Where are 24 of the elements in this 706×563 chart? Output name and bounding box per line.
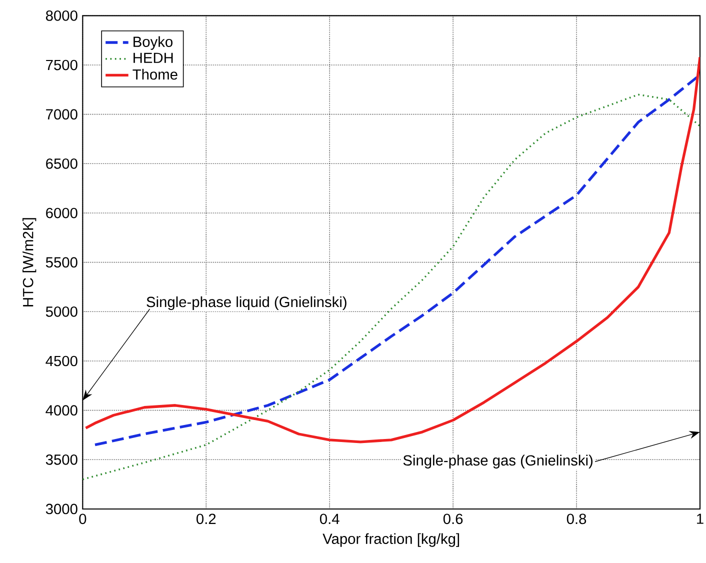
- x-tick-label: 0.6: [443, 514, 463, 524]
- y-tick-label: 4500: [46, 356, 78, 366]
- y-tick-label: 3500: [46, 454, 78, 465]
- legend-label: Thome: [132, 68, 178, 80]
- x-tick-label: 0.8: [566, 514, 586, 524]
- y-tick-label: 5000: [46, 306, 78, 317]
- y-tick-label: 8000: [46, 10, 78, 21]
- y-axis-title: HTC [W/m2K]: [22, 218, 36, 306]
- y-tick-label: 7500: [46, 60, 78, 70]
- annotation: Single-phase liquid (Gnielinski): [146, 296, 346, 310]
- x-tick-label: 0: [79, 514, 86, 524]
- x-tick-label: 1: [697, 514, 704, 524]
- x-tick-label: 0.2: [196, 514, 216, 524]
- y-tick-label: 4000: [46, 405, 78, 416]
- legend-label: HEDH: [134, 52, 173, 63]
- x-axis-title: Vapor fraction [kg/kg]: [322, 533, 460, 547]
- annotation: Single-phase gas (Gnielinski): [403, 454, 592, 468]
- y-tick-label: 5500: [46, 257, 78, 268]
- y-tick-label: 6000: [46, 208, 78, 218]
- y-tick-label: 7000: [46, 109, 78, 120]
- y-tick-label: 6500: [46, 158, 78, 169]
- y-tick-label: 3000: [46, 504, 78, 514]
- x-tick-label: 0.4: [320, 514, 340, 524]
- legend-label: Boyko: [134, 36, 172, 50]
